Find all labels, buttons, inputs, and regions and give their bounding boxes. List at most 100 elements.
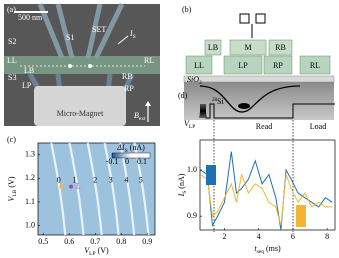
- occupancy-label: 1: [72, 176, 76, 185]
- charge-transition: [50, 142, 67, 236]
- unit: (nA): [128, 143, 145, 152]
- symbol: I: [177, 193, 186, 197]
- field-label: Bext: [134, 111, 146, 122]
- gate-label: S1: [66, 33, 74, 42]
- subscript: 2: [199, 80, 202, 86]
- phase-label: Read: [256, 122, 272, 131]
- pulse-label: VLP: [184, 119, 195, 130]
- y-tick-label: 1.0: [187, 165, 197, 174]
- oxide-label: SiO2: [187, 75, 202, 86]
- y-tick-label: 1.0: [25, 220, 35, 229]
- symbol: Si: [217, 97, 224, 106]
- inset: [206, 165, 216, 185]
- gate-label: LL: [7, 56, 17, 65]
- symbol: V: [184, 119, 190, 128]
- x-tick-label: 0.5: [38, 237, 48, 246]
- y-tick-label: 1.2: [25, 173, 35, 182]
- colorbar-tick-label: 0: [125, 157, 129, 166]
- gate-label: S3: [8, 73, 16, 82]
- gate: [185, 55, 213, 75]
- marker-label: L: [76, 181, 81, 190]
- marker: [59, 184, 64, 189]
- x-axis-label: tseq (ms): [254, 244, 281, 255]
- gate-label: S2: [8, 37, 16, 46]
- gate-label: RL: [310, 61, 320, 70]
- panel-label: (c): [7, 135, 16, 144]
- gate-label: RP: [273, 61, 283, 70]
- trace: [200, 151, 333, 231]
- subscript: LP: [189, 124, 195, 130]
- y-tick-label: 1.3: [25, 150, 35, 159]
- charge-transition: [68, 142, 85, 236]
- current-label: IS: [129, 29, 136, 40]
- gate: [204, 39, 222, 56]
- symbol: V: [7, 196, 16, 202]
- charge-transition: [86, 142, 103, 236]
- subscript: seq: [257, 249, 265, 255]
- plot-frame: [199, 139, 336, 231]
- x-tick-label: 0.9: [142, 237, 152, 246]
- colorbar-tick-label: 0.1: [137, 157, 147, 166]
- symbol: SiO: [187, 75, 199, 84]
- gate-label: RB: [275, 43, 286, 52]
- y-tick-label: 0.9: [187, 211, 197, 220]
- gate-label: RB: [122, 72, 133, 81]
- panel-label: (a): [7, 5, 16, 14]
- panel-label: (b): [182, 5, 192, 14]
- y-tick-label: 1.1: [25, 197, 35, 206]
- occupancy-label: 3: [109, 176, 113, 185]
- colorbar-title: ΔIS (nA): [116, 143, 145, 154]
- scale-bar-label: 500 nm: [18, 13, 43, 22]
- x-tick-label: 0.8: [116, 237, 126, 246]
- subscript: LP: [89, 251, 95, 257]
- device-schematic: [183, 13, 335, 120]
- gate-label: SET: [92, 25, 106, 34]
- gate-label: LL: [194, 61, 204, 70]
- pulse-trace: [199, 103, 335, 119]
- x-tick-label: 8: [325, 232, 329, 241]
- superscript: 28: [212, 98, 218, 103]
- gate-label: RP: [124, 84, 134, 93]
- unit: (V): [7, 176, 16, 189]
- trace: [200, 172, 333, 226]
- gate: [223, 55, 263, 75]
- panel-label: (d): [178, 91, 188, 100]
- gate: [229, 39, 267, 56]
- x-tick-label: 4: [257, 232, 261, 241]
- gate: [268, 39, 293, 56]
- phase-label: Load: [310, 122, 326, 131]
- charge-transition: [103, 142, 120, 236]
- occupancy-label: 2: [93, 176, 97, 185]
- unit: (ms): [264, 244, 281, 253]
- marker: [69, 184, 74, 189]
- occupancy-label: 0: [57, 176, 61, 185]
- x-tick-label: 6: [291, 232, 295, 241]
- gate-label: M: [244, 43, 251, 52]
- colorbar: [111, 152, 151, 159]
- symbol: ΔI: [116, 143, 125, 152]
- x-tick-label: 0.6: [64, 237, 74, 246]
- y-axis-label: VLB (V): [7, 176, 18, 201]
- gate-label: LP: [238, 61, 248, 70]
- symbol: I: [129, 29, 133, 38]
- colorbar-tick-label: -0.1: [106, 157, 119, 166]
- symbol: B: [134, 111, 139, 120]
- gate-label: LB: [208, 43, 218, 52]
- y-axis-label: IS (nA): [177, 173, 188, 197]
- gate-label: LB: [24, 66, 34, 75]
- subscript: S: [133, 34, 136, 40]
- x-tick-label: 0.7: [90, 237, 100, 246]
- gate: [263, 55, 293, 75]
- gate: [299, 55, 331, 75]
- occupancy-label: 5: [139, 176, 143, 185]
- subscript: ext: [139, 116, 146, 122]
- x-axis-label: VLP (V): [84, 246, 109, 257]
- unit: (V): [96, 246, 109, 255]
- inset: [296, 205, 306, 227]
- unit: (nA): [177, 173, 186, 190]
- subscript: S: [182, 191, 188, 194]
- subscript: LB: [12, 189, 18, 196]
- symbol: V: [84, 246, 90, 255]
- symbol: t: [254, 244, 257, 253]
